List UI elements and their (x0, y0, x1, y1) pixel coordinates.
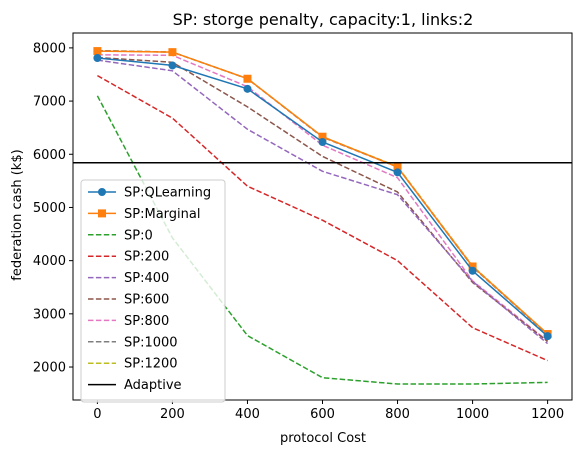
data-point-sp-qlearning (543, 332, 552, 341)
legend-label-sp-1200: SP:1200 (124, 357, 178, 372)
axes: 0 200 400 600 800 1000 1200 2000 3000 4000 5000 600… (33, 32, 573, 422)
y-tick-label: 4000 (33, 254, 66, 269)
data-point-sp-qlearning (318, 138, 327, 147)
series-line-sp-200 (97, 74, 548, 362)
y-tick-label: 5000 (33, 201, 66, 216)
legend-box (80, 179, 226, 403)
legend-label-sp-marginal: SP:Marginal (124, 207, 200, 222)
legend: SP:QLearning SP:Marginal SP:0 SP:200 SP:400 S… (80, 179, 226, 403)
legend-label-sp-800: SP:800 (124, 314, 169, 329)
data-point-sp-marginal (243, 74, 252, 83)
data-point-sp-marginal (93, 47, 102, 56)
data-point-sp-qlearning (168, 61, 177, 70)
chart-title: SP: storge penalty, capacity:1, links:2 (173, 10, 474, 29)
x-tick-label: 1000 (456, 407, 489, 422)
x-tick-label: 800 (385, 407, 410, 422)
y-tick-label: 7000 (33, 95, 66, 110)
legend-label-sp-qlearning: SP:QLearning (124, 186, 211, 201)
data-point-sp-marginal (168, 48, 177, 57)
data-point-sp-marginal (318, 132, 327, 141)
legend-label-adaptive: Adaptive (124, 378, 182, 393)
data-point-sp-marginal (468, 262, 477, 271)
legend-marker-sp-marginal (98, 209, 106, 218)
y-tick-label: 8000 (33, 41, 66, 56)
x-axis-label: protocol Cost (280, 431, 366, 446)
legend-label-sp-0: SP:0 (124, 228, 153, 243)
legend-label-sp-1000: SP:1000 (124, 335, 178, 350)
x-tick-label: 0 (93, 407, 101, 422)
x-tick-label: 1200 (531, 407, 564, 422)
data-point-sp-qlearning (93, 53, 102, 62)
data-point-sp-qlearning (243, 84, 252, 93)
x-tick-label: 600 (310, 407, 335, 422)
y-tick-label: 3000 (33, 307, 66, 322)
series-line-sp-400 (97, 59, 549, 345)
legend-label-sp-400: SP:400 (124, 271, 169, 286)
y-tick-label: 2000 (33, 361, 66, 376)
data-point-sp-marginal (393, 163, 402, 172)
x-tick-label: 200 (160, 407, 185, 422)
legend-label-sp-200: SP:200 (124, 250, 169, 265)
legend-label-sp-600: SP:600 (124, 293, 169, 308)
x-tick-label: 400 (235, 407, 260, 422)
legend-marker-sp-qlearning (98, 188, 106, 196)
data-point-sp-qlearning (393, 168, 402, 177)
y-axis-label: federation cash (k$) (10, 149, 25, 280)
data-point-sp-qlearning (468, 266, 477, 275)
y-tick-label: 6000 (33, 148, 66, 163)
